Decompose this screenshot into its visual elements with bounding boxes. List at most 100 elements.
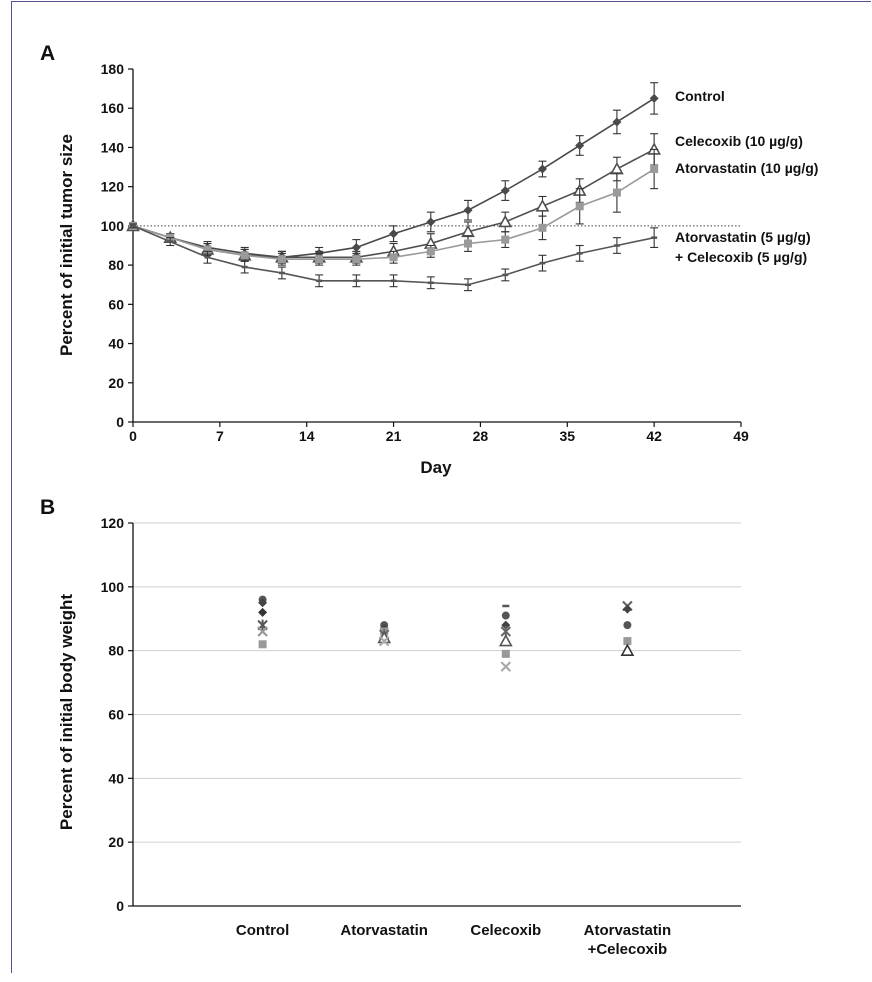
data-point bbox=[650, 165, 659, 174]
y-tick-label: 120 bbox=[101, 515, 125, 531]
y-tick-label: 140 bbox=[101, 139, 125, 155]
data-point bbox=[501, 235, 510, 244]
data-point bbox=[258, 640, 267, 649]
data-point bbox=[426, 217, 436, 227]
series-0 bbox=[128, 82, 659, 264]
y-tick-label: 100 bbox=[101, 218, 125, 234]
category-label: Atorvastatin +Celecoxib bbox=[584, 922, 672, 958]
data-point bbox=[620, 643, 635, 656]
series-2 bbox=[129, 148, 659, 266]
series-label-line: Atorvastatin (10 µg/g) bbox=[675, 160, 818, 176]
category-label-line: +Celecoxib bbox=[588, 941, 668, 958]
data-point bbox=[612, 117, 622, 127]
x-tick-label: 49 bbox=[733, 428, 749, 444]
y-tick-label: 160 bbox=[101, 100, 125, 116]
data-point bbox=[501, 649, 510, 658]
series-label: Atorvastatin (10 µg/g) bbox=[675, 160, 818, 176]
chart-a-ylabel: Percent of initial tumor size bbox=[57, 134, 76, 356]
panel-a-letter: A bbox=[40, 42, 55, 65]
data-point bbox=[500, 661, 512, 672]
series-label: Atorvastatin (5 µg/g) + Celecoxib (5 µg/g… bbox=[675, 229, 811, 265]
data-point bbox=[277, 255, 286, 264]
data-point bbox=[498, 633, 513, 647]
series-label: Control bbox=[675, 88, 725, 104]
x-tick-label: 35 bbox=[559, 428, 575, 444]
data-point bbox=[258, 607, 268, 617]
data-point bbox=[257, 626, 268, 637]
chart-b-points bbox=[257, 595, 635, 672]
x-tick-label: 0 bbox=[129, 428, 137, 444]
y-tick-label: 120 bbox=[101, 179, 125, 195]
series-3 bbox=[129, 223, 659, 292]
y-tick-label: 20 bbox=[108, 375, 124, 391]
data-point bbox=[622, 604, 632, 614]
category-points bbox=[257, 595, 268, 649]
series-label-line: Control bbox=[675, 88, 725, 104]
data-point bbox=[464, 239, 473, 248]
chart-a-series bbox=[126, 82, 661, 292]
data-point bbox=[623, 637, 632, 646]
chart-a-axes bbox=[132, 69, 741, 423]
data-point bbox=[501, 611, 510, 620]
category-points bbox=[620, 600, 635, 656]
data-point bbox=[258, 598, 268, 608]
y-tick-label: 0 bbox=[116, 414, 124, 430]
data-point bbox=[240, 251, 249, 260]
chart-b: 0 20 40 60 80 100 120 Percent of initial body … bbox=[57, 515, 741, 958]
data-point bbox=[351, 242, 361, 252]
x-tick-label: 28 bbox=[473, 428, 489, 444]
category-label-line: Atorvastatin bbox=[340, 922, 428, 939]
data-point bbox=[389, 229, 399, 239]
data-point bbox=[389, 253, 398, 262]
data-point bbox=[500, 186, 510, 196]
series-label-line: + Celecoxib (5 µg/g) bbox=[675, 249, 807, 265]
chart-a: 0 20 40 60 80 100 120 140 160 180 0 7 14 21 28 35 42 49 D… bbox=[57, 61, 818, 477]
category-points bbox=[498, 604, 513, 672]
y-tick-label: 180 bbox=[101, 61, 125, 77]
x-tick-label: 7 bbox=[216, 428, 224, 444]
data-point bbox=[612, 188, 621, 197]
chart-b-categories: Control Atorvastatin Celecoxib Atorvastatin… bbox=[236, 922, 671, 958]
y-tick-label: 80 bbox=[108, 643, 124, 659]
data-point bbox=[501, 620, 511, 630]
panel-b-letter: B bbox=[40, 496, 55, 519]
data-point bbox=[352, 255, 361, 264]
data-point bbox=[610, 161, 624, 175]
category-label: Control bbox=[236, 922, 289, 939]
chart-a-xlabel: Day bbox=[420, 458, 452, 477]
x-tick-label: 42 bbox=[646, 428, 662, 444]
category-label-line: Celecoxib bbox=[470, 922, 541, 939]
y-tick-label: 40 bbox=[108, 770, 124, 786]
series-label-line: Atorvastatin (5 µg/g) bbox=[675, 229, 811, 245]
data-point bbox=[538, 223, 547, 232]
chart-a-series-labels: Control Celecoxib (10 µg/g) Atorvastatin (… bbox=[675, 88, 818, 265]
chart-b-ylabel: Percent of initial body weight bbox=[57, 594, 76, 830]
data-point bbox=[535, 199, 550, 212]
x-tick-label: 21 bbox=[386, 428, 402, 444]
data-point bbox=[649, 93, 659, 103]
y-tick-label: 40 bbox=[108, 336, 124, 352]
category-label: Celecoxib bbox=[470, 922, 541, 939]
data-point bbox=[426, 247, 435, 256]
data-point bbox=[537, 164, 547, 174]
chart-b-ticks: 0 20 40 60 80 100 120 bbox=[101, 515, 133, 914]
x-tick-label: 14 bbox=[299, 428, 315, 444]
data-point bbox=[498, 214, 513, 228]
y-tick-label: 100 bbox=[101, 579, 125, 595]
category-label-line: Atorvastatin bbox=[584, 922, 672, 939]
category-label: Atorvastatin bbox=[340, 922, 428, 939]
data-point bbox=[378, 635, 390, 647]
series-label-line: Celecoxib (10 µg/g) bbox=[675, 133, 803, 149]
data-point bbox=[315, 255, 324, 264]
data-point bbox=[623, 621, 632, 630]
series-label: Celecoxib (10 µg/g) bbox=[675, 133, 803, 149]
chart-a-ticks: 0 20 40 60 80 100 120 140 160 180 0 7 14 21 28 35 42 49 bbox=[101, 61, 749, 444]
y-tick-label: 80 bbox=[108, 257, 124, 273]
data-point bbox=[575, 140, 585, 150]
y-tick-label: 60 bbox=[108, 296, 124, 312]
data-point bbox=[463, 205, 473, 215]
y-tick-label: 60 bbox=[108, 707, 124, 723]
y-tick-label: 0 bbox=[116, 898, 124, 914]
category-label-line: Control bbox=[236, 922, 289, 939]
